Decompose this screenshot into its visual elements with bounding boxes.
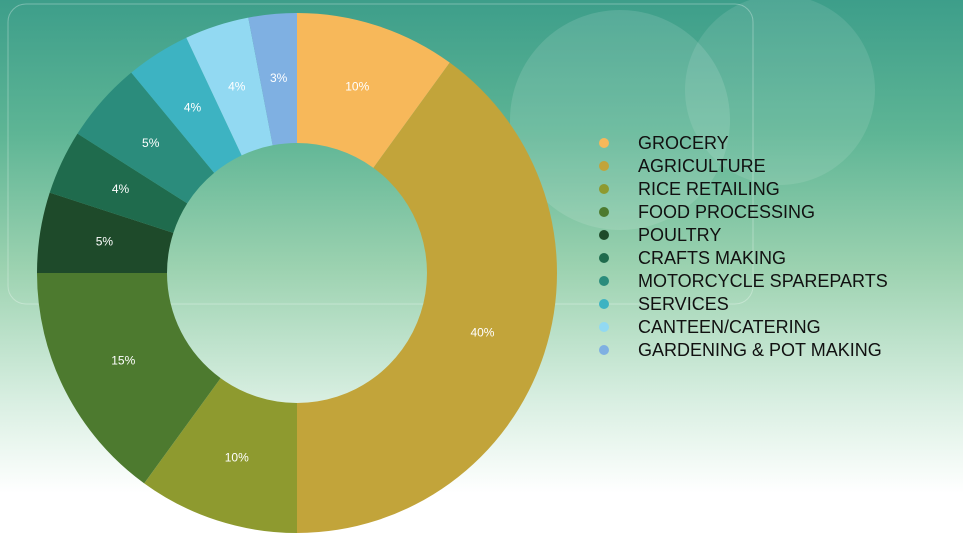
donut-slice [37, 192, 174, 273]
donut-slice [248, 13, 297, 146]
legend-marker [599, 230, 609, 240]
legend-label: POULTRY [638, 225, 721, 245]
donut-slice [49, 133, 188, 233]
donut-slice [144, 378, 297, 533]
donut-slice [186, 17, 273, 156]
slice-label: 15% [111, 354, 135, 368]
slice-label: 5% [96, 235, 114, 249]
slice-label: 5% [142, 136, 160, 150]
legend-label: MOTORCYCLE SPAREPARTS [638, 271, 888, 291]
legend-marker [599, 161, 609, 171]
slice-label: 10% [345, 80, 369, 94]
legend-label: CANTEEN/CATERING [638, 317, 821, 337]
slice-label: 4% [184, 101, 202, 115]
donut-slice [77, 72, 215, 204]
legend-label: GROCERY [638, 133, 729, 153]
donut-slice [297, 62, 557, 534]
slice-label: 40% [470, 325, 494, 339]
slice-label: 4% [112, 182, 130, 196]
legend-marker [599, 138, 609, 148]
slice-label: 4% [228, 80, 246, 94]
legend-marker [599, 322, 609, 332]
legend-label: RICE RETAILING [638, 179, 780, 199]
legend-marker [599, 276, 609, 286]
legend-label: AGRICULTURE [638, 156, 766, 176]
legend-marker [599, 253, 609, 263]
donut-slice [297, 13, 450, 168]
legend-marker [599, 345, 609, 355]
background-decoration [7, 0, 875, 305]
donut-slice [37, 273, 221, 484]
legend-marker [599, 299, 609, 309]
legend-marker [599, 184, 609, 194]
donut-slice [131, 37, 242, 173]
slice-label: 10% [225, 451, 249, 465]
legend-marker [599, 207, 609, 217]
legend-label: GARDENING & POT MAKING [638, 340, 882, 360]
legend-label: SERVICES [638, 294, 729, 314]
slice-label: 3% [270, 71, 288, 85]
legend-label: FOOD PROCESSING [638, 202, 815, 222]
legend-label: CRAFTS MAKING [638, 248, 786, 268]
